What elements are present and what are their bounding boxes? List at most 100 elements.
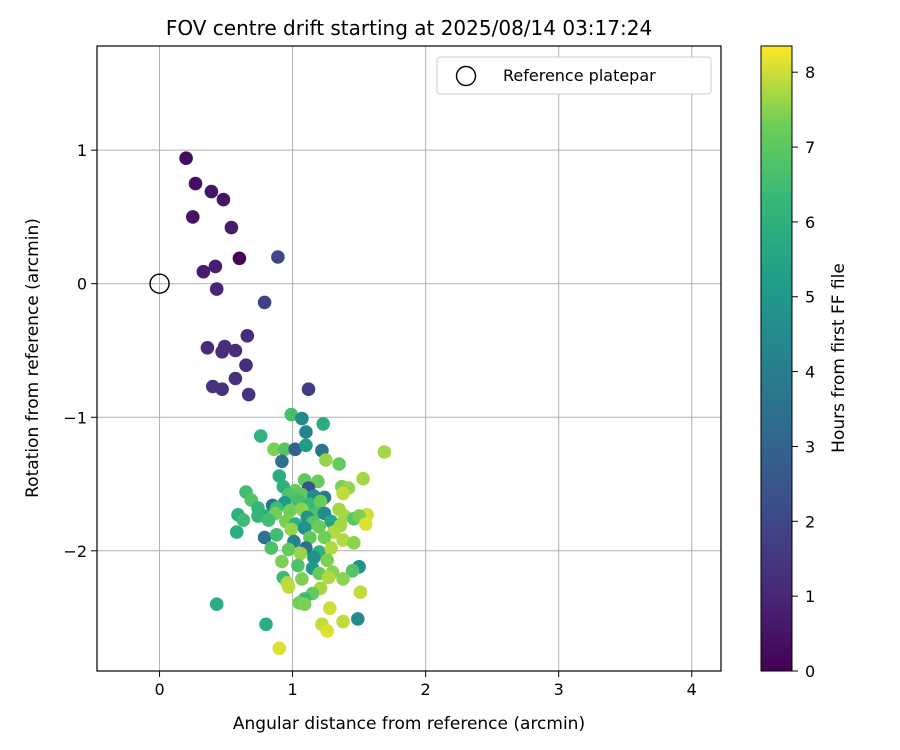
data-point [284, 407, 299, 422]
data-point [209, 597, 224, 611]
legend-box [436, 56, 712, 95]
data-point [241, 387, 256, 402]
data-point [299, 438, 313, 453]
grid-lines [97, 46, 721, 671]
colorbar-tick-label: 4 [805, 363, 815, 382]
data-point [297, 597, 312, 611]
colorbar-tick-label: 3 [805, 437, 815, 456]
colorbar-gradient [760, 45, 793, 672]
data-point [316, 417, 331, 431]
data-point [228, 343, 243, 358]
data-point [293, 546, 308, 561]
data-point [272, 469, 287, 483]
data-point [229, 525, 244, 539]
data-point [224, 220, 239, 235]
y-axis-label: Rotation from reference (arcmin) [23, 218, 43, 498]
x-tick-label: 1 [287, 680, 297, 699]
data-point [283, 503, 297, 518]
data-point [295, 411, 309, 426]
y-axis-ticks: 1 0 −1 −2 [63, 141, 97, 561]
data-point [257, 530, 272, 545]
data-point [236, 513, 251, 527]
data-point [359, 517, 373, 531]
chart-title: FOV centre drift starting at 2025/08/14 … [166, 16, 652, 40]
data-point [281, 542, 296, 557]
data-point [312, 520, 327, 534]
data-point [353, 585, 368, 599]
data-point [188, 176, 203, 191]
colorbar: 0 1 2 3 4 5 6 7 8 Hours from first FF file [760, 45, 849, 681]
data-point [307, 550, 321, 565]
data-point [208, 259, 223, 274]
legend-open-circle-marker [455, 65, 477, 87]
y-tick-label: 0 [77, 275, 87, 294]
data-point [271, 250, 285, 264]
data-point [377, 445, 392, 459]
x-tick-label: 3 [554, 680, 564, 699]
data-point [303, 530, 317, 545]
data-point [277, 442, 292, 457]
data-points [179, 151, 392, 656]
data-point [313, 494, 328, 509]
data-point [336, 533, 350, 547]
data-point [269, 528, 284, 542]
data-point [267, 442, 281, 457]
data-point [320, 553, 335, 567]
data-point [186, 210, 200, 224]
x-tick-label: 2 [421, 680, 431, 699]
data-point [324, 541, 339, 555]
colorbar-label: Hours from first FF file [829, 263, 849, 453]
data-point [259, 617, 273, 632]
data-point [200, 341, 215, 355]
data-point [196, 264, 211, 279]
data-point [209, 282, 224, 296]
data-point [288, 442, 303, 457]
data-point [356, 471, 370, 486]
data-point [261, 513, 276, 527]
colorbar-ticks: 0 1 2 3 4 5 6 7 8 [792, 63, 815, 681]
data-point [228, 371, 243, 386]
data-point [323, 601, 337, 615]
data-point [239, 358, 253, 373]
y-tick-label: −1 [63, 408, 87, 427]
x-tick-label: 0 [154, 680, 164, 699]
data-point [345, 564, 360, 578]
reference-point [149, 273, 170, 294]
data-point [253, 429, 268, 443]
colorbar-tick-label: 5 [805, 288, 815, 307]
data-point [295, 572, 309, 586]
x-tick-label: 4 [687, 680, 697, 699]
data-point [336, 572, 350, 586]
data-point [215, 345, 229, 359]
colorbar-tick-label: 2 [805, 512, 815, 531]
data-point [317, 530, 332, 545]
data-point [351, 612, 365, 626]
data-point [284, 522, 299, 537]
data-point [332, 457, 346, 471]
data-point [179, 151, 193, 165]
data-point [215, 382, 229, 397]
data-point [251, 509, 265, 523]
data-point [336, 486, 350, 501]
data-point [299, 425, 313, 439]
data-point [204, 184, 219, 199]
data-point [275, 554, 289, 569]
data-point [240, 329, 255, 343]
data-point [257, 295, 272, 310]
data-point [301, 382, 316, 397]
data-point [232, 251, 247, 266]
colorbar-tick-label: 7 [805, 138, 815, 157]
data-point [264, 541, 279, 555]
plot-frame [96, 45, 722, 672]
legend: Reference platepar [436, 56, 712, 95]
data-point [272, 641, 287, 656]
data-point [347, 536, 361, 550]
data-point [320, 624, 335, 638]
data-point [321, 570, 336, 585]
colorbar-tick-label: 6 [805, 213, 815, 232]
colorbar-tick-label: 1 [805, 587, 815, 606]
colorbar-tick-label: 0 [805, 662, 815, 681]
data-point [216, 192, 231, 207]
colorbar-tick-label: 8 [805, 63, 815, 82]
